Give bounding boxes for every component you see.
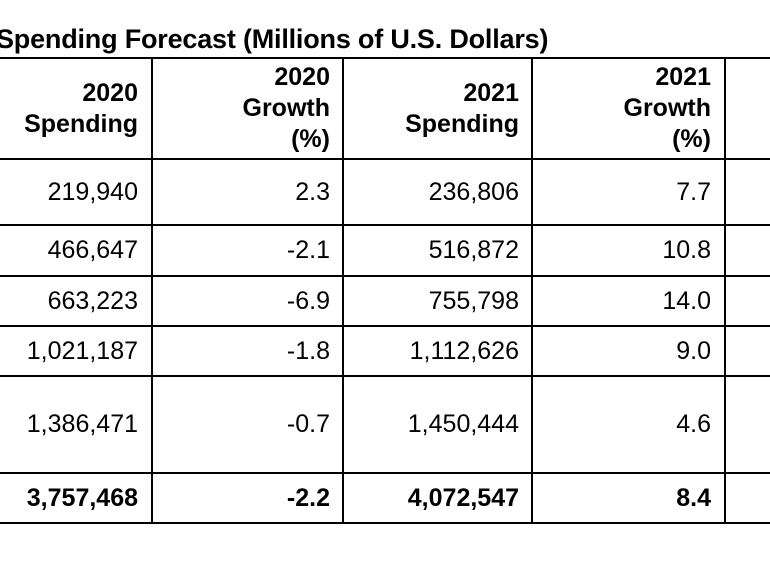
cell-2020-growth: -0.7 [286,410,330,438]
cell-2021-growth: 7.7 [676,177,711,206]
row-divider [0,158,770,160]
row-divider [0,325,770,327]
cell-2021-spending: 516,872 [428,236,519,264]
cell-2021-spending: 755,798 [428,286,519,315]
cell-2020-spending: 219,940 [47,177,138,206]
cell-2020-spending: 663,223 [47,286,138,315]
table-border [0,57,770,59]
header-2021-spending: 2021 Spending [405,78,519,138]
column-divider [342,58,344,524]
row-divider [0,275,770,277]
row-divider [0,472,770,474]
cell-2021-growth: 10.8 [662,236,711,264]
header-2020-spending: 2020 Spending [24,78,138,138]
cell-2020-spending: 1,386,471 [26,410,138,438]
cell-2021-spending: 236,806 [428,177,519,206]
cell-2020-growth: -2.2 [286,483,330,512]
column-divider [724,58,726,524]
cell-2021-spending: 1,450,444 [407,410,519,438]
column-divider [151,58,153,524]
cell-2020-growth: -1.8 [286,336,330,365]
cell-2021-spending: 1,112,626 [409,336,519,365]
cell-2021-growth: 8.4 [676,483,711,512]
cell-2020-spending: 3,757,468 [26,483,138,512]
row-divider [0,375,770,377]
cell-2021-growth: 9.0 [676,336,711,365]
cell-2020-growth: 2.3 [295,177,330,206]
cell-2021-growth: 14.0 [662,286,711,315]
header-2021-growth: 2021 Growth (%) [623,63,712,153]
cell-2021-spending: 4,072,547 [407,483,519,512]
cell-2021-growth: 4.6 [676,410,711,438]
table-border [0,522,770,524]
cell-2020-growth: -6.9 [286,286,330,315]
cell-2020-spending: 466,647 [47,236,138,264]
cell-2020-growth: -2.1 [286,236,330,264]
row-divider [0,224,770,226]
cell-2020-spending: 1,021,187 [26,336,138,365]
table-title: Spending Forecast (Millions of U.S. Doll… [0,24,549,54]
header-2020-growth: 2020 Growth (%) [242,63,331,153]
column-divider [531,58,533,524]
